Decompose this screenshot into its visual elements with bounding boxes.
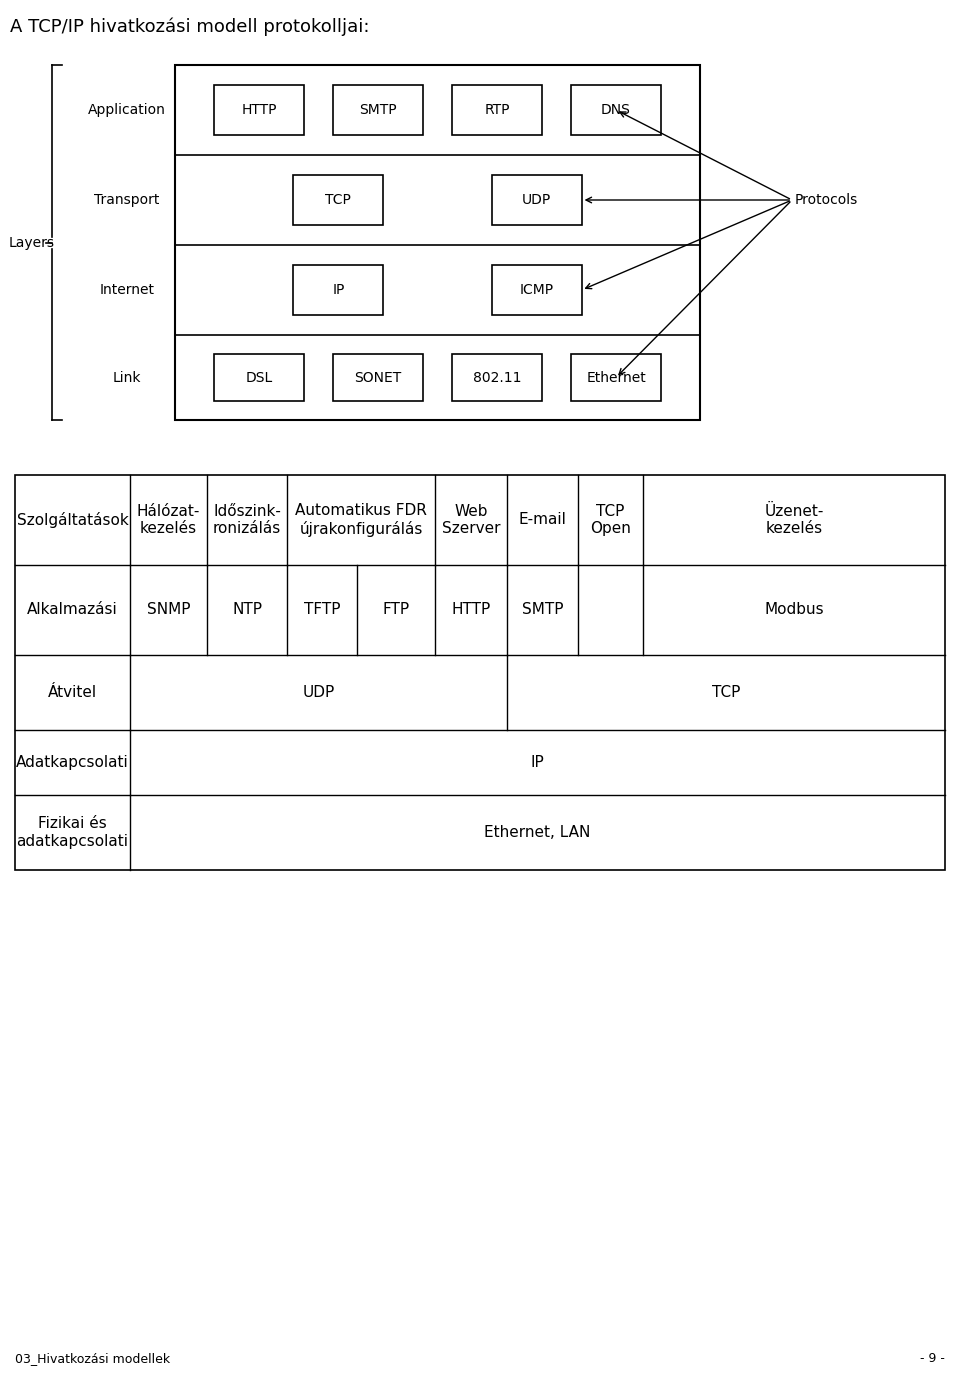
Text: IP: IP: [531, 755, 544, 770]
FancyBboxPatch shape: [333, 84, 423, 136]
FancyBboxPatch shape: [333, 354, 423, 401]
FancyBboxPatch shape: [492, 174, 582, 225]
Text: RTP: RTP: [484, 102, 510, 118]
Text: SMTP: SMTP: [359, 102, 396, 118]
FancyBboxPatch shape: [452, 354, 542, 401]
Text: Adatkapcsolati: Adatkapcsolati: [16, 755, 129, 770]
Text: DSL: DSL: [246, 371, 273, 384]
Text: Ethernet, LAN: Ethernet, LAN: [484, 826, 590, 839]
Text: SMTP: SMTP: [521, 603, 564, 617]
Text: TCP
Open: TCP Open: [590, 503, 631, 537]
Text: Fizikai és
adatkapcsolati: Fizikai és adatkapcsolati: [16, 816, 129, 849]
Text: Protocols: Protocols: [795, 194, 858, 207]
Text: SONET: SONET: [354, 371, 401, 384]
Text: - 9 -: - 9 -: [920, 1353, 945, 1365]
Text: Szolgáltatások: Szolgáltatások: [16, 512, 129, 528]
FancyBboxPatch shape: [15, 474, 945, 870]
Text: Link: Link: [112, 371, 141, 384]
Text: HTTP: HTTP: [451, 603, 491, 617]
Text: Application: Application: [88, 102, 166, 118]
Text: Transport: Transport: [94, 194, 159, 207]
Text: Hálózat-
kezelés: Hálózat- kezelés: [137, 503, 201, 537]
Text: E-mail: E-mail: [518, 513, 566, 527]
Text: FTP: FTP: [382, 603, 410, 617]
Text: ICMP: ICMP: [519, 284, 554, 297]
Text: TCP: TCP: [325, 194, 351, 207]
Text: UDP: UDP: [522, 194, 551, 207]
FancyBboxPatch shape: [214, 354, 304, 401]
FancyBboxPatch shape: [294, 174, 383, 225]
Text: Átvitel: Átvitel: [48, 685, 97, 700]
Text: Web
Szerver: Web Szerver: [442, 503, 500, 537]
Text: Alkalmazási: Alkalmazási: [27, 603, 118, 617]
FancyBboxPatch shape: [571, 84, 661, 136]
Text: Üzenet-
kezelés: Üzenet- kezelés: [764, 503, 824, 537]
Text: TCP: TCP: [711, 685, 740, 700]
FancyBboxPatch shape: [294, 264, 383, 315]
Text: Automatikus FDR
újrakonfigurálás: Automatikus FDR újrakonfigurálás: [295, 503, 427, 537]
Text: TFTP: TFTP: [303, 603, 340, 617]
Text: DNS: DNS: [601, 102, 631, 118]
Text: IP: IP: [332, 284, 345, 297]
Text: 03_Hivatkozási modellek: 03_Hivatkozási modellek: [15, 1353, 170, 1365]
Text: NTP: NTP: [232, 603, 262, 617]
Text: A TCP/IP hivatkozási modell protokolljai:: A TCP/IP hivatkozási modell protokolljai…: [10, 18, 370, 36]
FancyBboxPatch shape: [452, 84, 542, 136]
Text: HTTP: HTTP: [241, 102, 276, 118]
Text: SNMP: SNMP: [147, 603, 190, 617]
FancyBboxPatch shape: [492, 264, 582, 315]
Text: Időszink-
ronizálás: Időszink- ronizálás: [213, 503, 281, 537]
Text: Layers: Layers: [9, 235, 55, 249]
Text: Modbus: Modbus: [764, 603, 824, 617]
Text: Ethernet: Ethernet: [587, 371, 646, 384]
FancyBboxPatch shape: [571, 354, 661, 401]
FancyBboxPatch shape: [214, 84, 304, 136]
FancyBboxPatch shape: [175, 65, 700, 420]
Text: Internet: Internet: [100, 284, 155, 297]
Text: 802.11: 802.11: [472, 371, 521, 384]
Text: UDP: UDP: [302, 685, 335, 700]
